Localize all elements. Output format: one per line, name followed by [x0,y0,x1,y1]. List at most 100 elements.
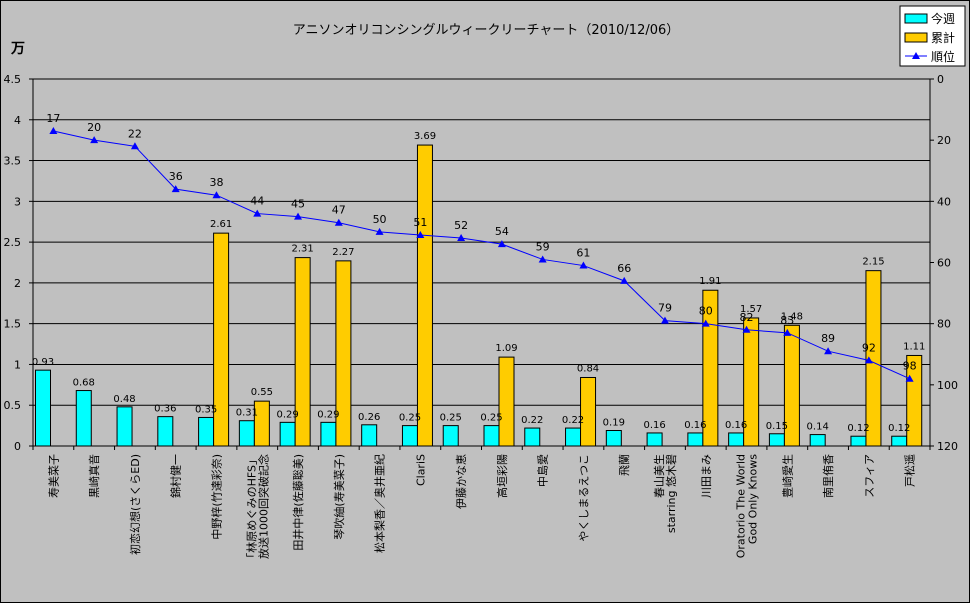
y2-tick-label: 100 [937,379,958,392]
data-label-weekly: 0.29 [277,409,299,420]
data-label-cumulative: 3.69 [414,131,436,142]
x-category-label: 琴吹紬(寿美菜子) [332,454,346,540]
bar-weekly [524,427,541,447]
bar-weekly [75,390,92,447]
rank-series-line [53,130,910,380]
y-tick-label: 3.5 [4,155,22,168]
data-label-weekly: 0.12 [888,423,910,434]
data-label-cumulative: 2.15 [862,257,884,268]
legend-label: 順位 [931,49,955,64]
data-label-cumulative: 2.61 [210,219,232,230]
bar-weekly [605,430,622,447]
bar-weekly [279,421,296,447]
y2-axis-ticks: 0 20 40 60 80 100 120 [930,73,958,453]
bar-weekly [401,425,418,447]
x-category-label: 戸松遥 [903,454,917,487]
rank-point [824,347,833,355]
bar-cumulative [580,376,597,447]
x-category-label: 豊崎愛生 [780,454,794,498]
rank-point [742,325,751,333]
data-label-rank: 82 [740,311,754,324]
x-category-label: ClariS [414,454,427,486]
rank-point [334,218,343,226]
data-label-rank: 66 [617,262,631,275]
rank-line [49,126,914,382]
data-label-weekly: 0.25 [440,413,462,424]
y-tick-label: 0 [14,440,21,453]
rank-point [375,227,384,235]
bar-weekly [483,425,500,447]
data-label-weekly: 0.25 [399,413,421,424]
data-label-weekly: 0.48 [113,394,135,405]
bar-weekly [565,427,582,447]
y-tick-label: 1.5 [4,318,22,331]
data-label-cumulative: 1.11 [903,341,925,352]
rank-point [660,316,669,324]
x-category-label: 南里侑香 [822,454,835,498]
y-axis-unit-label: 万 [10,41,25,57]
data-label-cumulative: 1.09 [495,343,517,354]
bar-weekly [238,420,255,447]
data-label-rank: 17 [46,112,60,125]
data-label-rank: 38 [209,176,223,189]
x-category-label: 高垣彩陽 [495,454,509,498]
y-tick-label: 0.5 [4,399,22,412]
bar-weekly [891,435,908,447]
data-label-rank: 50 [373,213,387,226]
rank-point [905,374,914,382]
rank-point [416,230,425,238]
y2-tick-label: 120 [937,440,958,453]
x-category-label: 中島愛 [536,454,550,487]
y-tick-label: 4.5 [4,73,22,86]
x-category-label: 中野梓(竹達彩奈) [209,454,223,540]
y2-tick-label: 40 [937,195,951,208]
data-label-weekly: 0.22 [562,415,584,426]
x-category-label: 初恋幻想(さくらED) [128,454,142,555]
bar-group [35,144,923,447]
data-label-rank: 79 [658,302,672,315]
x-category-label: やくしまるえつこ [577,454,590,542]
data-label-rank: 54 [495,225,509,238]
data-label-weekly: 0.26 [358,412,380,423]
bar-weekly [687,432,704,447]
x-category-label: 飛蘭 [618,454,631,476]
data-label-weekly: 0.14 [807,422,829,433]
x-category-label: 錦村健一 [169,454,183,498]
rank-point [49,126,58,134]
x-category-label: 松本梨香／奥井亜紀 [373,454,387,553]
rank-point [538,255,547,263]
data-labels: 0.93 0.68 0.48 0.36 0.35 2.61 0.31 0.55 0.29 2.31… [32,112,925,434]
rank-point [171,185,180,193]
rank-point [701,319,710,327]
y2-tick-label: 20 [937,134,951,147]
data-label-weekly: 0.16 [725,420,747,431]
data-label-weekly: 0.31 [236,408,258,419]
data-label-weekly: 0.25 [480,413,502,424]
data-label-weekly: 0.19 [603,418,625,429]
data-label-rank: 89 [821,332,835,345]
x-category-label: 伊藤かな恵 [454,454,468,509]
bar-weekly [361,424,378,447]
data-label-rank: 80 [699,305,713,318]
data-label-cumulative: 0.84 [577,363,599,374]
data-label-weekly: 0.29 [317,409,339,420]
data-label-weekly: 0.36 [154,404,176,415]
y2-tick-label: 0 [937,73,944,86]
data-label-rank: 36 [169,170,183,183]
data-label-rank: 51 [413,216,427,229]
x-category-label: 「林原めぐみのHFS」放送1000回突破記念 [244,454,270,564]
chart-title: アニソンオリコンシングルウィークリーチャート（2010/12/06） [293,23,680,38]
rank-point [294,212,303,220]
data-label-rank: 22 [128,127,142,140]
x-category-label: Oratorio The WorldGod Only Knows [735,454,760,559]
bar-weekly [442,425,459,447]
data-label-rank: 59 [536,240,550,253]
rank-point [579,261,588,269]
x-category-label: スフィア [863,454,876,498]
bar-weekly [768,433,785,447]
data-label-rank: 20 [87,121,101,134]
rank-point [90,136,99,144]
x-category-label: 春山美生starring 悠木碧 [652,454,678,533]
